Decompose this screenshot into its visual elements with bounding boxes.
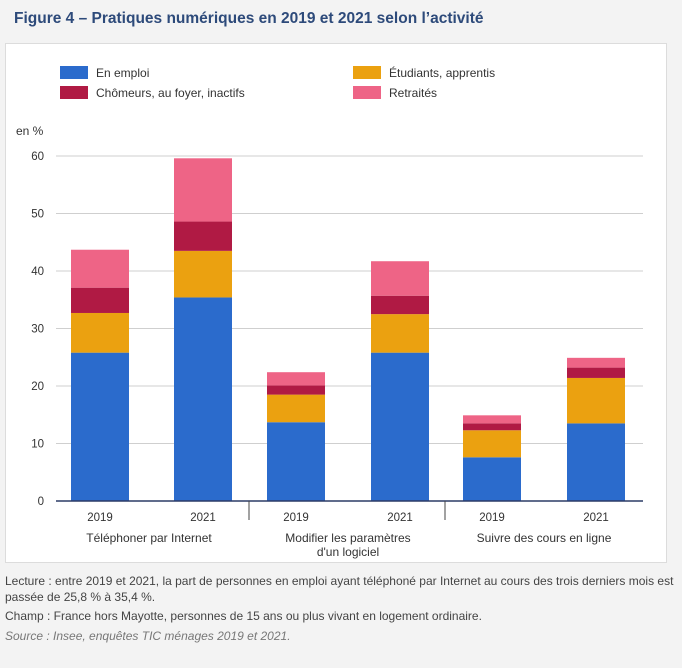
figure-title: Figure 4 – Pratiques numériques en 2019 …	[14, 10, 484, 27]
bar-segment	[463, 415, 521, 424]
bar-segment	[567, 367, 625, 378]
x-tick-label: 2019	[283, 512, 309, 524]
x-tick-label: 2019	[479, 512, 505, 524]
y-tick-label: 20	[31, 381, 44, 393]
y-tick-label: 10	[31, 439, 44, 451]
bar-segment	[71, 249, 129, 288]
legend-label: Chômeurs, au foyer, inactifs	[96, 86, 245, 100]
legend-label: En emploi	[96, 66, 149, 80]
x-tick-label: 2019	[87, 512, 113, 524]
bar-segment	[174, 221, 232, 251]
group-label: d'un logiciel	[317, 545, 379, 559]
legend-label: Étudiants, apprentis	[389, 65, 495, 80]
bar-segment	[463, 457, 521, 501]
y-axis-label: en %	[16, 124, 44, 138]
bar-segment	[267, 394, 325, 423]
bar-segment	[174, 297, 232, 501]
bar-segment	[567, 357, 625, 368]
bar-segment	[463, 430, 521, 458]
x-tick-label: 2021	[387, 512, 413, 524]
bar-segment	[267, 385, 325, 395]
bar-segment	[267, 372, 325, 386]
notes-block: Lecture : entre 2019 et 2021, la part de…	[5, 574, 680, 648]
y-tick-label: 30	[31, 324, 44, 336]
chart-panel: 0 10 20 30 40 50 60 en % En emploi Étudiants, app…	[5, 43, 667, 563]
bar-segment	[174, 250, 232, 298]
legend-swatch	[353, 66, 381, 79]
legend-swatch	[60, 86, 88, 99]
y-tick-label: 40	[31, 266, 44, 278]
stacked-bar-chart: 0 10 20 30 40 50 60 en % En emploi Étudiants, app…	[16, 65, 643, 559]
bar-segment	[371, 261, 429, 296]
bar-segment	[371, 295, 429, 315]
y-tick-label: 0	[38, 496, 44, 508]
bar-segment	[463, 423, 521, 431]
bar-segment	[567, 377, 625, 424]
x-tick-label: 2021	[583, 512, 609, 524]
y-tick-label: 60	[31, 151, 44, 163]
legend-swatch	[353, 86, 381, 99]
bar-segment	[71, 312, 129, 353]
champ-note: Champ : France hors Mayotte, personnes d…	[5, 609, 482, 623]
legend-swatch	[60, 66, 88, 79]
group-label: Modifier les paramètres	[285, 531, 410, 545]
bar-segment	[371, 352, 429, 501]
source-note: Source : Insee, enquêtes TIC ménages 201…	[5, 628, 291, 643]
bar-segment	[71, 352, 129, 501]
bar-segment	[371, 314, 429, 353]
group-label: Suivre des cours en ligne	[477, 531, 612, 545]
legend-label: Retraités	[389, 86, 437, 100]
lecture-note: Lecture : entre 2019 et 2021, la part de…	[5, 574, 674, 604]
group-label: Téléphoner par Internet	[86, 531, 212, 545]
y-tick-label: 50	[31, 209, 44, 221]
bar-segment	[567, 423, 625, 501]
bar-segment	[174, 158, 232, 222]
bar-segment	[71, 287, 129, 313]
x-tick-label: 2021	[190, 512, 216, 524]
bar-segment	[267, 422, 325, 501]
